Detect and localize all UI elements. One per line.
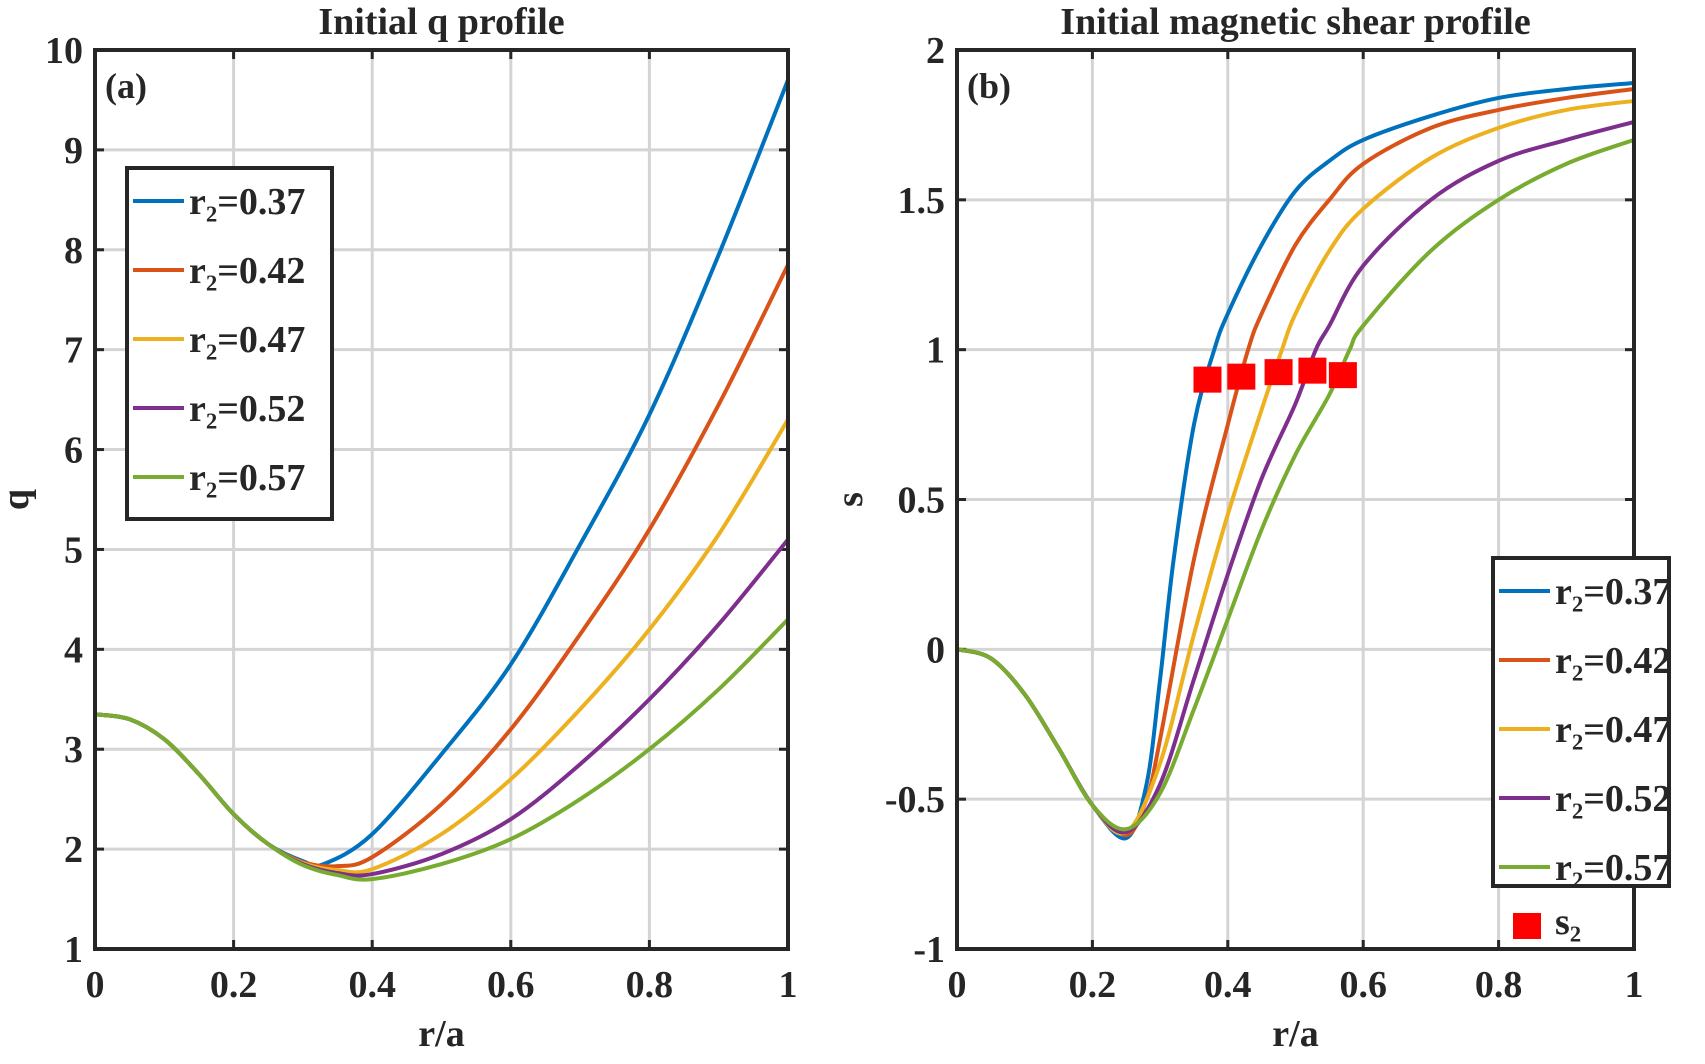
y-tick-label: 0.5 bbox=[898, 480, 946, 522]
legend-label-4: r₂=0.57 bbox=[189, 457, 305, 499]
x-tick-label: 0.8 bbox=[626, 964, 674, 1006]
chart-title: Initial magnetic shear profile bbox=[1060, 1, 1530, 43]
y-tick-label: 2 bbox=[926, 30, 945, 72]
y-axis-label: q bbox=[0, 489, 37, 510]
series-line-3 bbox=[94, 538, 790, 878]
s2-marker bbox=[1298, 357, 1327, 384]
y-tick-label: 6 bbox=[64, 430, 83, 472]
x-tick-label: 1 bbox=[779, 964, 798, 1006]
x-tick-label: 0.4 bbox=[1204, 964, 1252, 1006]
series-line-4 bbox=[94, 617, 790, 882]
legend-label-1: r₂=0.42 bbox=[1555, 640, 1671, 682]
y-tick-label: 10 bbox=[45, 30, 83, 72]
legend-label-0: r₂=0.37 bbox=[1555, 571, 1671, 613]
y-tick-label: -0.5 bbox=[885, 779, 945, 821]
y-tick-label: 7 bbox=[64, 330, 83, 372]
axes-box bbox=[93, 48, 790, 951]
panel-label: (b) bbox=[967, 66, 1011, 106]
legend-label-2: r₂=0.47 bbox=[1555, 709, 1671, 751]
legend: r₂=0.37 r₂=0.42 r₂=0.47 r₂=0.52 r₂=0.57 s₂ bbox=[1491, 556, 1671, 943]
y-tick-label: 9 bbox=[64, 130, 83, 172]
s2-marker bbox=[1193, 366, 1222, 393]
x-axis-label: r/a bbox=[1272, 1013, 1318, 1055]
y-tick-label: 1 bbox=[926, 330, 945, 372]
y-tick-label: 5 bbox=[64, 529, 83, 571]
x-tick-label: 0.2 bbox=[210, 964, 258, 1006]
y-axis-label: s bbox=[829, 492, 871, 507]
legend-box bbox=[125, 166, 334, 521]
y-tick-label: -1 bbox=[913, 929, 945, 971]
legend-label-3: r₂=0.52 bbox=[1555, 778, 1671, 820]
chart-title: Initial q profile bbox=[318, 1, 564, 43]
legend-label-s2: s₂ bbox=[1555, 901, 1581, 943]
legend-swatch-s2 bbox=[1513, 913, 1541, 939]
legend-label-2: r₂=0.47 bbox=[189, 319, 305, 361]
legend-label-0: r₂=0.37 bbox=[189, 181, 305, 223]
y-tick-label: 8 bbox=[64, 230, 83, 272]
legend: r₂=0.37 r₂=0.42 r₂=0.47 r₂=0.52 r₂=0.57 bbox=[125, 166, 334, 521]
x-tick-label: 0 bbox=[948, 964, 967, 1006]
s2-marker bbox=[1227, 363, 1256, 390]
panel-b: 0 0.2 0.4 0.6 0.8 1 -1 -0.5 0 0.5 1 1.5 2 Initial mag… bbox=[829, 1, 1671, 1055]
x-tick-label: 0 bbox=[86, 964, 105, 1006]
panel-label: (a) bbox=[105, 66, 147, 106]
y-tick-label: 1.5 bbox=[898, 180, 946, 222]
s2-marker bbox=[1264, 359, 1293, 386]
y-tick-label: 1 bbox=[64, 929, 83, 971]
x-tick-label: 0.6 bbox=[1339, 964, 1387, 1006]
panel-a: 0 0.2 0.4 0.6 0.8 1 1 2 3 4 5 6 7 8 9 10 Initial q profi… bbox=[0, 1, 798, 1055]
x-tick-label: 0.2 bbox=[1069, 964, 1117, 1006]
legend-label-4: r₂=0.57 bbox=[1555, 847, 1671, 889]
x-axis-label: r/a bbox=[418, 1013, 464, 1055]
s2-marker bbox=[1328, 362, 1357, 389]
x-tick-label: 1 bbox=[1625, 964, 1644, 1006]
y-tick-label: 2 bbox=[64, 829, 83, 871]
y-tick-label: 3 bbox=[64, 729, 83, 771]
series-line-4 bbox=[956, 138, 1635, 832]
x-tick-label: 0.6 bbox=[487, 964, 535, 1006]
axes-box bbox=[955, 48, 1636, 951]
x-tick-label: 0.4 bbox=[348, 964, 396, 1006]
y-tick-label: 0 bbox=[926, 629, 945, 671]
legend-label-3: r₂=0.52 bbox=[189, 388, 305, 430]
legend-box bbox=[1491, 556, 1671, 888]
x-tick-label: 0.8 bbox=[1475, 964, 1523, 1006]
y-tick-label: 4 bbox=[64, 629, 83, 671]
legend-label-1: r₂=0.42 bbox=[189, 250, 305, 292]
